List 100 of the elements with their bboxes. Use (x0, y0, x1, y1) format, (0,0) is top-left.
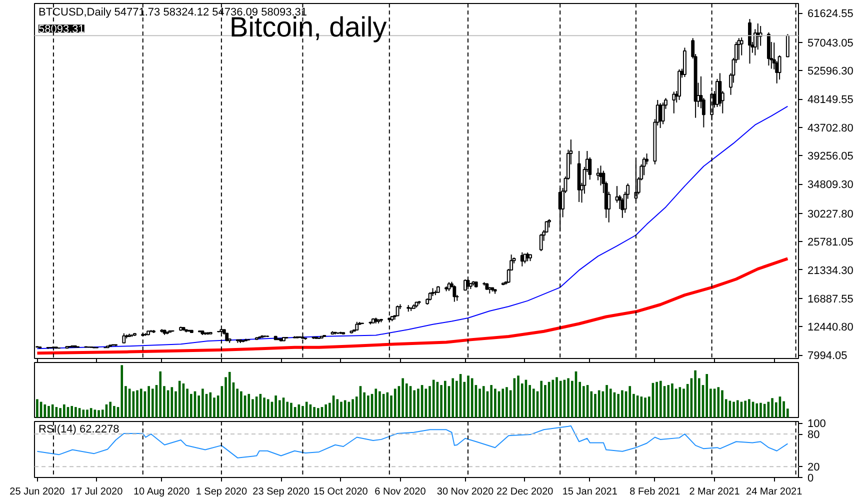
bar (36, 399, 38, 418)
candlestick (740, 36, 744, 56)
bar (756, 403, 758, 418)
y-tick-label: 80 (808, 429, 820, 442)
y-tick-label: 30227.80 (808, 208, 854, 220)
bar (228, 372, 231, 418)
x-tick-label: 6 Nov 2020 (374, 486, 426, 498)
bar (559, 380, 562, 418)
x-tick-label: 23 Sep 2020 (252, 486, 310, 498)
y-tick-label: 7994.05 (808, 350, 848, 362)
bar (70, 406, 73, 418)
x-tick-label: 2 Mar 2021 (689, 486, 740, 498)
y-tick-label: 52596.30 (808, 66, 854, 78)
bar (202, 388, 204, 418)
bar (62, 404, 66, 418)
bar (148, 386, 150, 418)
bar (286, 402, 289, 418)
bar (656, 382, 658, 418)
bar (717, 387, 720, 418)
bar (324, 404, 327, 418)
bar (582, 386, 585, 418)
line-series (36, 106, 788, 350)
bar (263, 398, 266, 418)
bar (482, 386, 485, 418)
bar (502, 388, 504, 418)
x-tick-label: 17 Jul 2020 (70, 486, 124, 498)
x-tick-label: 15 Oct 2020 (313, 486, 368, 498)
bar (628, 386, 632, 418)
x-tick-label: 22 Dec 2020 (496, 486, 554, 498)
candlestick (122, 332, 126, 344)
bar (86, 410, 88, 418)
line-series (36, 425, 788, 458)
bar (644, 398, 646, 418)
bar (594, 394, 596, 418)
bar (240, 391, 242, 418)
bar (178, 380, 181, 418)
y-tick-label: 0 (808, 472, 814, 484)
bar (721, 390, 724, 418)
bar (367, 396, 370, 418)
bar (771, 398, 774, 418)
y-tick-label: 39256.05 (808, 150, 854, 163)
bar (532, 388, 535, 418)
bar (606, 385, 608, 418)
bar (544, 385, 546, 418)
bar (667, 385, 670, 418)
bar (744, 400, 746, 418)
bar (490, 385, 492, 418)
x-tick-label: 30 Nov 2020 (436, 486, 494, 498)
y-tick-label: 100 (808, 418, 826, 430)
bar (290, 402, 292, 418)
bar (74, 407, 77, 418)
bar (621, 390, 624, 418)
bar (140, 388, 142, 418)
bar (302, 406, 304, 418)
bar (374, 388, 378, 418)
y-tick-label: 12440.80 (808, 322, 854, 334)
y-tick-label: 25781.05 (808, 236, 854, 249)
y-tick-label: 61624.55 (808, 8, 854, 20)
candlestick (737, 38, 741, 60)
y-tick-label: 48149.55 (808, 94, 854, 106)
bar (617, 394, 620, 418)
bar (313, 407, 316, 418)
x-tick-label: 1 Sep 2020 (196, 486, 248, 498)
bar (209, 392, 212, 418)
bar (266, 399, 270, 418)
bar (152, 388, 154, 418)
candlestick (523, 254, 527, 264)
chart-title: RSI(14) 62.2278 (38, 424, 120, 436)
bar (452, 378, 454, 418)
candlestick (539, 233, 543, 252)
bar (394, 388, 396, 418)
bar (706, 374, 708, 418)
bar (494, 388, 496, 418)
y-tick-label: 43702.80 (808, 122, 854, 134)
bar (59, 408, 62, 418)
bar (274, 396, 277, 418)
bar (732, 402, 735, 418)
y-tick-label: 16887.55 (808, 293, 854, 306)
y-tick-label: 34809.30 (808, 179, 854, 192)
bar (736, 400, 739, 418)
bar (378, 391, 381, 418)
x-tick-label: 8 Feb 2021 (630, 486, 681, 498)
x-tick-label: 25 Jun 2020 (10, 486, 66, 498)
y-tick-label: 20 (808, 462, 820, 474)
bar (98, 410, 100, 418)
candlestick (778, 54, 782, 80)
bar (467, 376, 470, 418)
y-tick-label: 57043.05 (808, 37, 854, 50)
bar (609, 388, 612, 418)
y-tick-label: 21334.30 (808, 264, 854, 277)
bar (417, 388, 420, 418)
bar (120, 365, 124, 418)
bar (136, 390, 138, 418)
bar (694, 370, 696, 418)
bar (432, 380, 435, 418)
bar (556, 377, 558, 418)
bar (506, 387, 508, 418)
bar (352, 399, 354, 418)
bar (402, 378, 404, 418)
candlestick (645, 153, 649, 165)
